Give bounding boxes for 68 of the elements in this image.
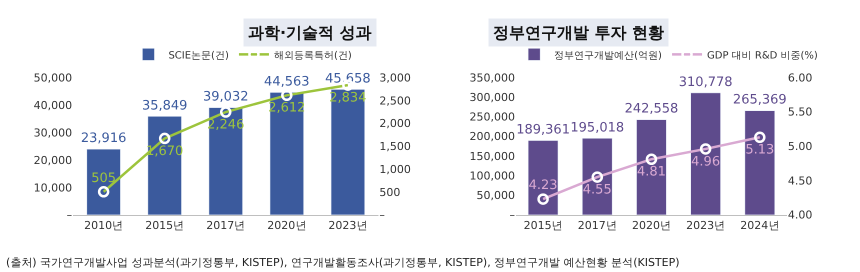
data-label: 195,018 <box>570 120 624 136</box>
data-label: 5.13 <box>745 142 774 158</box>
bar <box>744 110 775 215</box>
data-label: 35,849 <box>142 98 188 114</box>
legend-label: 정부연구개발예산(억원) <box>554 50 662 62</box>
x-tick-label: 2010년 <box>84 219 124 232</box>
y-tick-label: – <box>510 208 515 222</box>
y-tick-label: 30,000 <box>34 126 72 140</box>
data-label: 265,369 <box>732 92 787 108</box>
y2-tick-label: 1,000 <box>379 162 411 176</box>
data-label: 505 <box>91 170 116 186</box>
x-tick-label: 2015년 <box>145 219 184 232</box>
y2-tick-label: 4.50 <box>788 174 812 188</box>
data-label: 4.55 <box>582 182 612 198</box>
y2-tick-label: 2,500 <box>379 94 411 108</box>
chart-title: 과학·기술적 성과 <box>248 23 372 42</box>
legend-label: GDP 대비 R&D 비중(%) <box>707 50 818 62</box>
y-tick-label: 100,000 <box>470 169 515 182</box>
x-tick-label: 2020년 <box>632 219 671 232</box>
x-tick-label: 2020년 <box>267 219 306 232</box>
y-tick-label: 350,000 <box>470 71 515 84</box>
x-tick-label: 2023년 <box>686 219 726 232</box>
bar <box>270 92 304 215</box>
data-label: 4.23 <box>528 178 558 194</box>
data-label: 4.81 <box>636 164 666 180</box>
bar <box>208 107 243 215</box>
bar <box>528 140 558 215</box>
legend-label: 해외등록특허(건) <box>274 50 352 62</box>
y-tick-label: – <box>66 208 72 222</box>
chart-title: 정부연구개발 투자 현황 <box>493 23 664 42</box>
y-tick-label: 50,000 <box>34 71 72 84</box>
bar <box>582 138 612 215</box>
y2-tick-label: 2,000 <box>379 117 411 130</box>
x-tick-label: 2023년 <box>328 219 368 232</box>
x-tick-label: 2015년 <box>524 219 563 232</box>
bar <box>690 92 721 215</box>
data-label: 189,361 <box>516 122 570 138</box>
data-label: 242,558 <box>624 102 678 117</box>
y2-tick-label: 5.50 <box>788 106 812 119</box>
x-tick-label: 2024년 <box>740 219 780 232</box>
bar <box>330 89 365 215</box>
y-tick-label: 40,000 <box>34 98 72 112</box>
data-label: 23,916 <box>80 131 126 146</box>
y-tick-label: 50,000 <box>476 189 515 202</box>
text: (출처) 국가연구개발사업 성과분석(과기정통부, KISTEP), 연구개발활동조사(과기정통부, KISTEP), 정부연구개발 예산현황 분석(KISTEP) <box>6 256 680 269</box>
y-tick-label: 200,000 <box>470 130 515 144</box>
legend-label: SCIE논문(건) <box>168 50 229 62</box>
x-tick-label: 2017년 <box>206 219 246 232</box>
y-tick-label: 300,000 <box>470 90 515 104</box>
bar <box>148 116 182 215</box>
bar <box>636 119 667 215</box>
y-tick-label: 20,000 <box>34 154 72 167</box>
data-label: 310,778 <box>678 74 733 90</box>
y2-tick-label: 3,000 <box>379 71 411 84</box>
y2-tick-label: 1,500 <box>379 140 411 154</box>
y2-tick-label: 6.00 <box>788 71 812 84</box>
y-tick-label: 150,000 <box>470 150 515 163</box>
y2-tick-label: 4.00 <box>788 208 812 222</box>
bar <box>86 148 121 215</box>
data-label: 39,032 <box>203 90 248 105</box>
data-label: 44,563 <box>264 74 310 90</box>
y2-tick-label: 5.00 <box>788 140 812 154</box>
x-tick-label: 2017년 <box>578 219 617 232</box>
y-tick-label: 10,000 <box>34 181 72 194</box>
y2-tick-label: 500 <box>379 186 400 199</box>
data-label: 4.96 <box>691 154 720 170</box>
y2-tick-label: – <box>379 208 385 222</box>
y-tick-label: 250,000 <box>470 110 515 124</box>
